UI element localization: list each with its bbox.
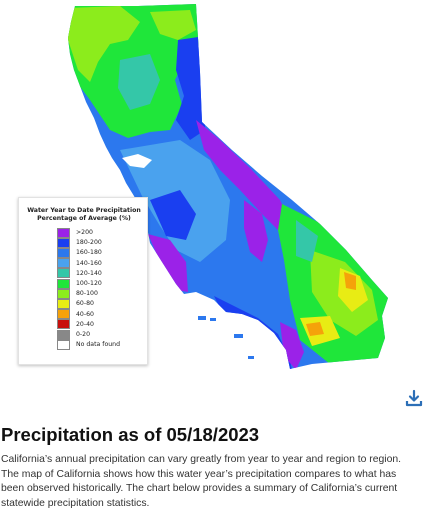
legend-swatch: [57, 339, 70, 350]
precipitation-map: [68, 4, 388, 369]
map-legend: Water Year to Date Precipitation Percent…: [18, 197, 148, 365]
map-region-north-lime: [150, 10, 196, 40]
legend-label: 40-60: [76, 310, 94, 318]
legend-swatch: [57, 278, 70, 289]
map-region-sierra: [196, 120, 292, 236]
legend-item: 20-40: [57, 319, 147, 330]
bay: [122, 154, 152, 168]
legend-label: 140-160: [76, 259, 102, 267]
legend-item: 0-20: [57, 329, 147, 340]
legend-label: 180-200: [76, 239, 102, 247]
download-button[interactable]: [405, 389, 423, 407]
legend-swatch: [57, 309, 70, 320]
legend-label: 100-120: [76, 280, 102, 287]
legend-swatch: [57, 268, 70, 279]
map-region-desert-orange: [344, 272, 356, 290]
legend-item: 180-200: [57, 237, 147, 248]
legend-item: 100-120: [57, 278, 147, 289]
channel-islands: [198, 316, 254, 359]
legend-label: 0-20: [76, 331, 91, 338]
map-region-sierra-south: [244, 200, 268, 262]
legend-swatch: [57, 288, 70, 299]
legend-item: 60-80: [57, 298, 147, 309]
legend-label: 160-180: [76, 249, 102, 257]
legend-item: 160-180: [57, 247, 147, 258]
legend-title: Water Year to Date Precipitation Percent…: [23, 207, 145, 223]
map-region-owens: [296, 220, 318, 262]
legend-swatch: [57, 329, 70, 340]
legend-item: 80-100: [57, 288, 147, 299]
legend-item: >200: [57, 227, 147, 238]
legend-swatch: [57, 298, 70, 309]
legend-label: 20-40: [76, 320, 94, 328]
legend-title-line1: Water Year to Date Precipitation: [27, 207, 141, 214]
island: [210, 318, 216, 321]
map-region-central-coast: [148, 234, 188, 292]
legend-label: 120-140: [76, 269, 102, 277]
legend-swatch: [57, 227, 70, 238]
island: [234, 334, 243, 338]
island: [198, 316, 206, 320]
legend-item: 120-140: [57, 268, 147, 279]
legend-label: No data found: [76, 341, 121, 349]
legend-label: 80-100: [76, 290, 98, 298]
map-region-desert-orange-south: [306, 322, 324, 336]
map-region-north-teal: [118, 54, 160, 110]
legend-label: >200: [76, 229, 93, 236]
legend-label: 60-80: [76, 300, 94, 308]
map-region-central-dark: [150, 190, 196, 240]
map-region-northeast: [176, 36, 205, 140]
legend-item: No data found: [57, 339, 147, 350]
legend-swatch: [57, 258, 70, 269]
island: [248, 356, 254, 359]
legend-swatch: [57, 247, 70, 258]
legend-title-line2: Percentage of Average (%): [37, 215, 131, 222]
map-region-northwest: [68, 6, 140, 82]
legend-swatch: [57, 319, 70, 330]
section-description: California’s annual precipitation can va…: [1, 454, 402, 509]
legend-swatch: [57, 237, 70, 248]
section-heading: Precipitation as of 05/18/2023: [1, 424, 260, 445]
legend-item: 140-160: [57, 258, 147, 269]
download-icon: [405, 389, 423, 407]
legend-item: 40-60: [57, 309, 147, 320]
california-map-svg: [68, 4, 388, 369]
